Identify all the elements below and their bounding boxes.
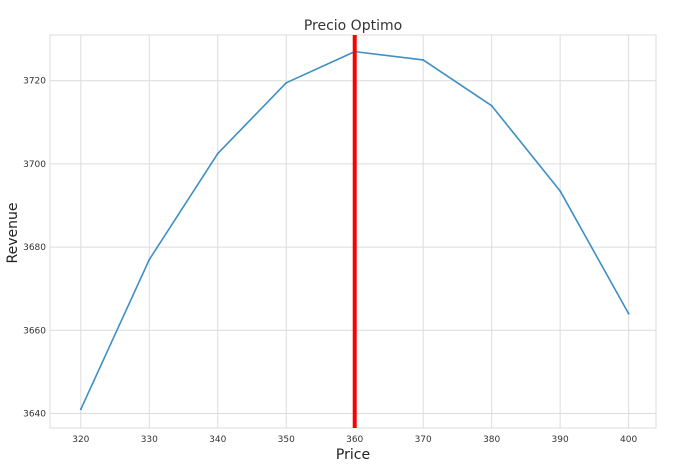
data-point bbox=[79, 408, 82, 411]
data-point bbox=[490, 104, 493, 107]
y-tick-label: 3660 bbox=[23, 326, 46, 336]
x-tick-label: 380 bbox=[483, 435, 500, 445]
y-axis-title: Revenue bbox=[5, 203, 21, 264]
x-tick-label: 330 bbox=[141, 435, 158, 445]
data-point bbox=[285, 81, 288, 84]
y-tick-label: 3720 bbox=[23, 77, 46, 87]
data-point bbox=[216, 152, 219, 155]
x-tick-label: 370 bbox=[415, 435, 432, 445]
chart-title: Precio Optimo bbox=[304, 18, 402, 34]
data-point bbox=[148, 258, 151, 261]
tick-labels: 320 330 340 350 360 370 380 390 400 3640 3660 3680 3… bbox=[23, 77, 637, 445]
data-point bbox=[422, 58, 425, 61]
data-point bbox=[627, 312, 630, 315]
data-point bbox=[559, 189, 562, 192]
y-tick-label: 3700 bbox=[23, 160, 46, 170]
y-tick-label: 3640 bbox=[23, 409, 46, 419]
x-axis-title: Price bbox=[336, 447, 370, 463]
x-tick-label: 350 bbox=[278, 435, 295, 445]
x-tick-label: 320 bbox=[72, 435, 89, 445]
x-tick-label: 340 bbox=[209, 435, 226, 445]
x-tick-label: 360 bbox=[346, 435, 363, 445]
y-tick-label: 3680 bbox=[23, 243, 46, 253]
x-tick-label: 400 bbox=[620, 435, 637, 445]
x-tick-label: 390 bbox=[552, 435, 569, 445]
